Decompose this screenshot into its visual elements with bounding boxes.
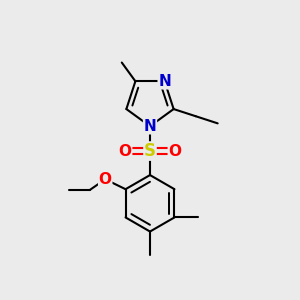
Text: O: O (99, 172, 112, 187)
Text: N: N (144, 119, 156, 134)
Text: N: N (158, 74, 171, 89)
Text: S: S (144, 142, 156, 160)
Text: O: O (168, 144, 181, 159)
Text: O: O (119, 144, 132, 159)
